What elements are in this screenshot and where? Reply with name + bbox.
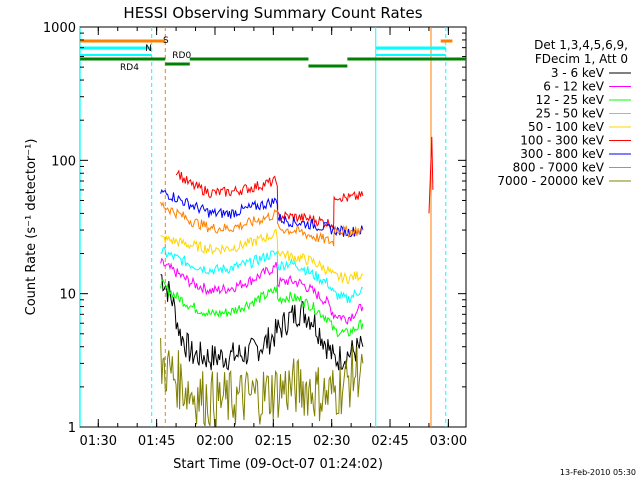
flag-bars: S N RD4 RD0 bbox=[80, 36, 466, 73]
series-line bbox=[160, 201, 364, 247]
series-line bbox=[160, 274, 364, 371]
x-tick-label: 02:45 bbox=[371, 434, 408, 449]
series-spike bbox=[428, 136, 434, 214]
y-tick-label: 1000 bbox=[43, 21, 76, 36]
series-line bbox=[175, 169, 364, 230]
x-tick-label: 02:15 bbox=[255, 434, 292, 449]
series-line bbox=[160, 257, 364, 325]
legend-label: 800 - 7000 keV bbox=[513, 161, 605, 175]
x-tick-label: 01:30 bbox=[80, 434, 117, 449]
flag-label: N bbox=[145, 44, 152, 54]
legend-label: 300 - 800 keV bbox=[520, 147, 604, 161]
flag-label: RD0 bbox=[172, 51, 191, 61]
series-line bbox=[160, 337, 364, 427]
x-axis-label: Start Time (09-Oct-07 01:24:02) bbox=[173, 457, 383, 472]
legend-label: 3 - 6 keV bbox=[551, 66, 605, 80]
footer-timestamp: 13-Feb-2010 05:30 bbox=[560, 468, 636, 477]
series-line bbox=[160, 188, 364, 238]
x-tick-label: 03:00 bbox=[430, 434, 467, 449]
series-line bbox=[160, 279, 364, 338]
x-tick-label: 01:45 bbox=[138, 434, 175, 449]
y-tick-label: 10 bbox=[59, 288, 76, 303]
legend-header: Det 1,3,4,5,6,9, bbox=[534, 38, 628, 52]
x-tick-label: 02:30 bbox=[313, 434, 350, 449]
legend-label: 25 - 50 keV bbox=[536, 107, 605, 121]
flag-label: S bbox=[163, 36, 169, 46]
legend-label: 100 - 300 keV bbox=[520, 134, 604, 148]
series-lines bbox=[160, 136, 434, 427]
series-line bbox=[160, 246, 364, 304]
attenuator-markers bbox=[79, 27, 447, 427]
series-line bbox=[160, 228, 363, 285]
legend-label: 50 - 100 keV bbox=[528, 120, 605, 134]
plot-area bbox=[79, 26, 467, 428]
y-axis: 1 10 100 1000 bbox=[43, 21, 466, 436]
legend-label: 12 - 25 keV bbox=[536, 93, 605, 107]
x-axis: 01:30 01:45 02:00 02:15 02:30 02:45 03:00 bbox=[80, 27, 467, 449]
legend-label: 7000 - 20000 keV bbox=[497, 174, 604, 188]
legend-header: FDecim 1, Att 0 bbox=[535, 52, 628, 66]
y-tick-label: 1 bbox=[68, 421, 76, 436]
y-tick-label: 100 bbox=[51, 154, 76, 169]
legend-label: 6 - 12 keV bbox=[543, 80, 605, 94]
chart-title: HESSI Observing Summary Count Rates bbox=[123, 4, 422, 22]
legend: Det 1,3,4,5,6,9,FDecim 1, Att 03 - 6 keV… bbox=[497, 38, 631, 188]
x-tick-label: 02:00 bbox=[196, 434, 233, 449]
flag-label: RD4 bbox=[120, 63, 139, 73]
y-axis-label: Count Rate (s⁻¹ detector⁻¹) bbox=[24, 139, 39, 316]
